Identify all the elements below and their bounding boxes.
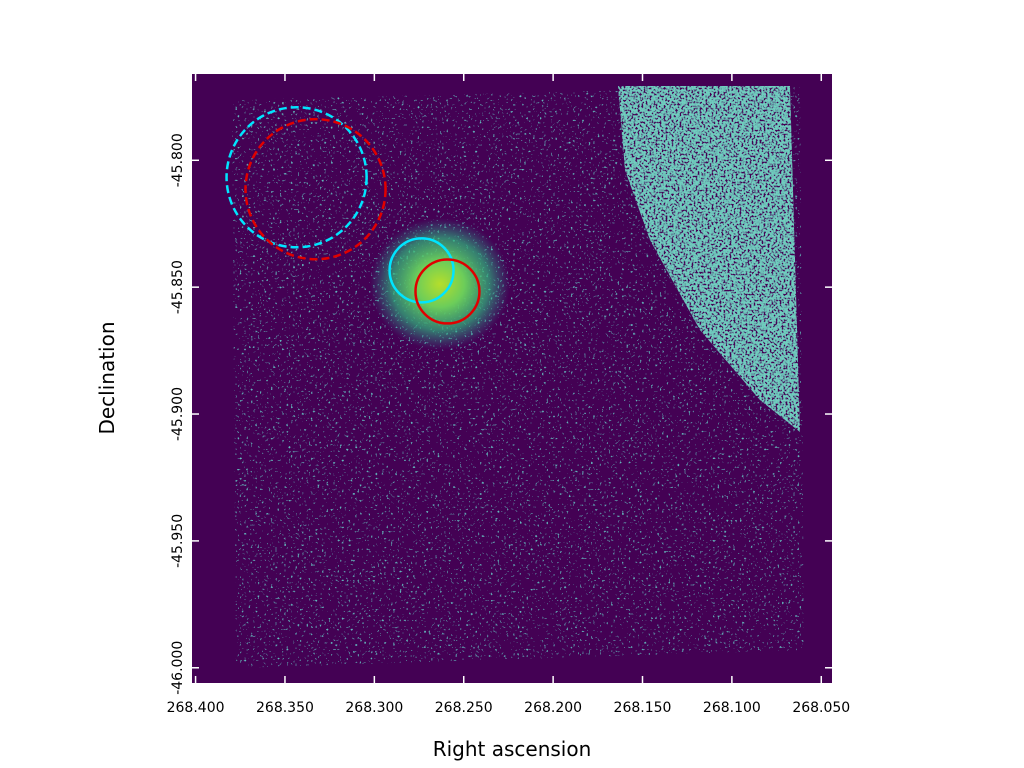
y-tick-label: -46.000 (170, 641, 186, 695)
sky-image (192, 74, 832, 683)
region-circle (225, 105, 368, 249)
x-tick-label: 268.200 (524, 700, 582, 716)
region-circle (244, 117, 387, 261)
x-tick-label: 268.050 (792, 700, 850, 716)
x-tick-label: 268.400 (167, 700, 225, 716)
region-circle (388, 237, 455, 304)
regions (225, 105, 481, 325)
region-circle (414, 258, 481, 325)
x-axis-label: Right ascension (433, 737, 592, 761)
y-tick-label: -45.800 (170, 133, 186, 187)
axes: 268.400 268.350 268.300 268.250 268.200 268.1… (167, 74, 850, 716)
x-tick-label: 268.150 (614, 700, 672, 716)
source-blob (370, 218, 510, 350)
x-tick-label: 268.350 (256, 700, 314, 716)
x-tick-label: 268.250 (435, 700, 493, 716)
x-tick-label: 268.100 (703, 700, 761, 716)
y-tick-label: -45.900 (170, 387, 186, 441)
y-tick-label: -45.850 (170, 260, 186, 314)
x-tick-label: 268.300 (345, 700, 403, 716)
y-tick-label: -45.950 (170, 514, 186, 568)
y-axis-label: Declination (95, 321, 119, 434)
